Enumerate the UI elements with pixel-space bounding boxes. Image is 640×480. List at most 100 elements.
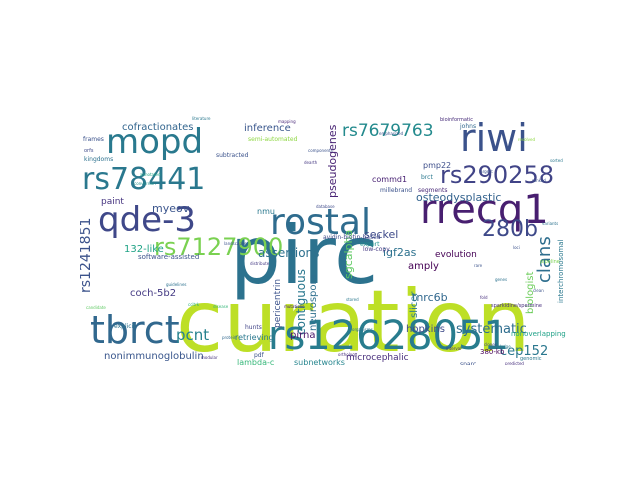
word-variants: variants	[542, 221, 558, 226]
word-largest: largest	[479, 169, 493, 174]
word-avidin-biotin-based: avidin-biotin-based	[323, 234, 381, 241]
word-pseudogenes: pseudogenes	[326, 124, 339, 198]
word-hunts: hunts	[245, 324, 262, 331]
word-interval: interval	[446, 346, 461, 351]
word-mutations: mutations	[284, 304, 304, 309]
word-cofractionates: cofractionates	[122, 122, 193, 133]
word-kingdoms: kingdoms	[84, 156, 113, 163]
word-microcephalic: microcephalic	[346, 353, 409, 363]
word-nmu: nmu	[257, 207, 275, 216]
word-280b: 280b	[482, 217, 538, 242]
word-systematic: systematic	[456, 322, 527, 337]
word-clans: clans	[534, 236, 555, 283]
word-qde-3: qde-3	[98, 200, 196, 240]
word-rs78441: rs78441	[82, 162, 205, 197]
word-tbrct: tbrct	[90, 308, 180, 352]
word-lambda-c: lambda-c	[237, 358, 274, 365]
word-380-kb: 380-kb	[480, 348, 505, 356]
word-curation: curation	[176, 272, 531, 365]
word-amply: amply	[408, 261, 439, 272]
word-clones: clones	[484, 342, 497, 347]
word-coch-5b2: coch-5b2	[130, 288, 176, 299]
word-dearth: dearth	[304, 160, 318, 165]
word-resolved: resolved	[518, 137, 535, 142]
word-neurospora: neurospora	[308, 274, 319, 331]
word-low-copy: low-copy	[363, 246, 390, 253]
word-rs7679763: rs7679763	[342, 121, 434, 141]
word-software-assisted: software-assisted	[138, 253, 199, 261]
word-rare: rare	[474, 263, 483, 268]
word-myeov: myeov	[152, 202, 190, 215]
word-pirc: pirc	[230, 209, 378, 302]
word-genomic: genomic	[520, 356, 542, 362]
word-rrecq1: rrecq1	[420, 187, 549, 233]
word-rs7127900: rs7127900	[154, 233, 283, 261]
word-fold: fold	[480, 295, 488, 300]
word-disease: disease	[213, 304, 229, 309]
word-slicer: slicer	[409, 291, 420, 318]
word-pcnt: pcnt	[176, 326, 209, 344]
word-sparkidine-spermine: sparkidine/spermine	[491, 303, 542, 309]
word-predicted: predicted	[505, 361, 524, 365]
word-retrieving: retrieving	[235, 333, 274, 342]
word-commd1: commd1	[372, 175, 407, 184]
word-millebrand: millebrand	[380, 187, 412, 194]
word-rs1241851: rs1241851	[80, 218, 94, 293]
word-rostal: rostal	[270, 202, 371, 243]
word-hopkins: hopkins	[406, 324, 445, 335]
word-protein: protein	[222, 335, 237, 340]
word-pirna: pirna	[290, 330, 316, 341]
word-semi-automated: semi-automated	[248, 136, 298, 143]
word-loci: loci	[513, 245, 520, 250]
word-subnetworks: subnetworks	[294, 358, 345, 365]
word-distribute: distribute	[250, 261, 270, 266]
word-emphasized: emphasized	[379, 131, 404, 136]
word-subtracted: subtracted	[216, 152, 249, 159]
word-sorted: sorted	[550, 158, 563, 163]
word-annotated: annotated	[140, 172, 161, 177]
word-literature: literature	[192, 116, 211, 121]
word-132-like: 132-like	[124, 244, 164, 255]
word-explicit: explicit	[114, 323, 136, 330]
word-bioinformatic: bioinformatic	[440, 117, 473, 123]
word-genes: genes	[495, 277, 507, 282]
word-seckel: seckel	[364, 228, 398, 241]
word-database: database	[316, 204, 335, 209]
word-tnrc6b: tnrc6b	[412, 291, 448, 304]
word-clean: clean	[533, 288, 544, 293]
word-interchromosomal: interchromosomal	[557, 239, 565, 303]
word-conversion: conversion	[134, 181, 156, 186]
word-inference: inference	[244, 123, 291, 134]
word-johns: johns	[459, 123, 476, 130]
word-nonimmunoglobulin: nonimmunoglobulin	[104, 351, 204, 362]
word-knowledge: knowledge	[489, 344, 511, 349]
word-frames: frames	[83, 136, 104, 143]
word-pmp22: pmp22	[423, 161, 451, 170]
word-rs290258: rs290258	[440, 161, 554, 189]
word-guidelines: guidelines	[166, 282, 187, 287]
word-pdf: pdf	[254, 352, 265, 359]
word-paint: paint	[101, 197, 124, 207]
word-components: components	[308, 148, 333, 153]
word-brct: brct	[421, 174, 433, 181]
word-modular: modular	[201, 355, 218, 360]
word-assertions: assertions	[258, 246, 319, 260]
word-osteodysplastic: osteodysplastic	[416, 191, 501, 204]
word-sparc: sparc	[460, 361, 476, 365]
word-mapping: mapping	[278, 119, 296, 124]
word-landscapes: landscapes	[224, 241, 246, 246]
word-igf2as: igf2as	[383, 246, 417, 259]
word-orfs: orfs	[84, 148, 94, 154]
word-sgcalpha: sgcalpha	[342, 230, 355, 279]
word-expert: expert	[360, 241, 380, 248]
word-cloud: curation pirc rs12628051 rostal rrecq1 qde-3 t…	[80, 103, 576, 365]
word-contiguous: contiguous	[294, 269, 308, 335]
word-nonoverlapping: nonoverlapping	[511, 330, 566, 338]
word-biologist: biologist	[525, 272, 536, 314]
word-evolution: evolution	[435, 250, 477, 260]
word-stored: stored	[346, 297, 359, 302]
word-ccitrk: ccitrk	[188, 302, 200, 307]
word-pericentrin: pericentrin	[273, 279, 283, 328]
word-organisms: organisms	[352, 327, 373, 332]
